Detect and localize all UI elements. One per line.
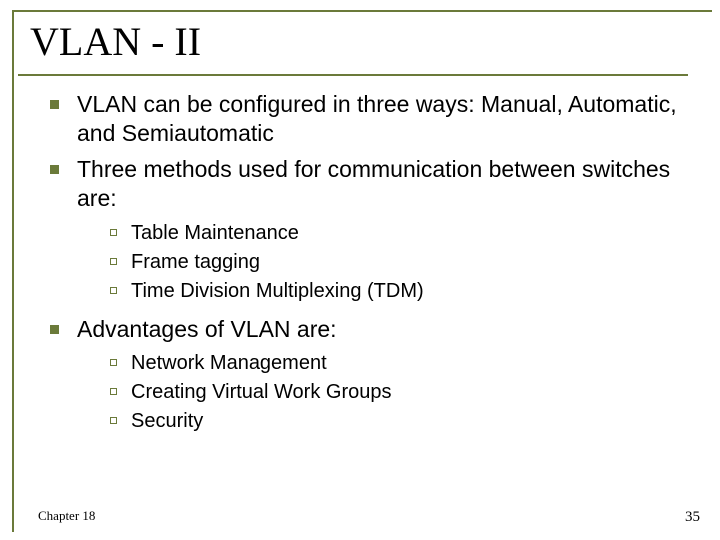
title-wrap: VLAN - II: [30, 20, 201, 64]
sub-bullet-item: Table Maintenance: [110, 220, 690, 247]
bullet-item: Three methods used for communication bet…: [50, 155, 690, 214]
body-area: VLAN can be configured in three ways: Ma…: [50, 90, 690, 445]
bullet-text: Advantages of VLAN are:: [77, 315, 337, 344]
footer-page-number: 35: [685, 509, 700, 526]
hollow-square-bullet-icon: [110, 388, 117, 395]
sub-list: Network Management Creating Virtual Work…: [110, 350, 690, 435]
bullet-text: Three methods used for communication bet…: [77, 155, 690, 214]
hollow-square-bullet-icon: [110, 359, 117, 366]
border-left: [12, 10, 14, 532]
hollow-square-bullet-icon: [110, 258, 117, 265]
hollow-square-bullet-icon: [110, 417, 117, 424]
sub-bullet-text: Network Management: [131, 350, 327, 377]
title-underline: [18, 74, 688, 76]
square-bullet-icon: [50, 165, 59, 174]
sub-bullet-text: Frame tagging: [131, 249, 260, 276]
bullet-text: VLAN can be configured in three ways: Ma…: [77, 90, 690, 149]
border-top: [12, 10, 712, 12]
footer-chapter: Chapter 18: [38, 508, 95, 524]
sub-bullet-item: Time Division Multiplexing (TDM): [110, 278, 690, 305]
sub-bullet-item: Creating Virtual Work Groups: [110, 379, 690, 406]
sub-bullet-text: Table Maintenance: [131, 220, 299, 247]
hollow-square-bullet-icon: [110, 287, 117, 294]
sub-bullet-text: Security: [131, 408, 203, 435]
slide: VLAN - II VLAN can be configured in thre…: [0, 0, 720, 540]
sub-bullet-item: Security: [110, 408, 690, 435]
square-bullet-icon: [50, 100, 59, 109]
sub-bullet-item: Frame tagging: [110, 249, 690, 276]
sub-bullet-text: Creating Virtual Work Groups: [131, 379, 391, 406]
hollow-square-bullet-icon: [110, 229, 117, 236]
square-bullet-icon: [50, 325, 59, 334]
sub-bullet-item: Network Management: [110, 350, 690, 377]
bullet-item: Advantages of VLAN are:: [50, 315, 690, 344]
sub-bullet-text: Time Division Multiplexing (TDM): [131, 278, 424, 305]
bullet-item: VLAN can be configured in three ways: Ma…: [50, 90, 690, 149]
sub-list: Table Maintenance Frame tagging Time Div…: [110, 220, 690, 305]
slide-title: VLAN - II: [30, 20, 201, 64]
